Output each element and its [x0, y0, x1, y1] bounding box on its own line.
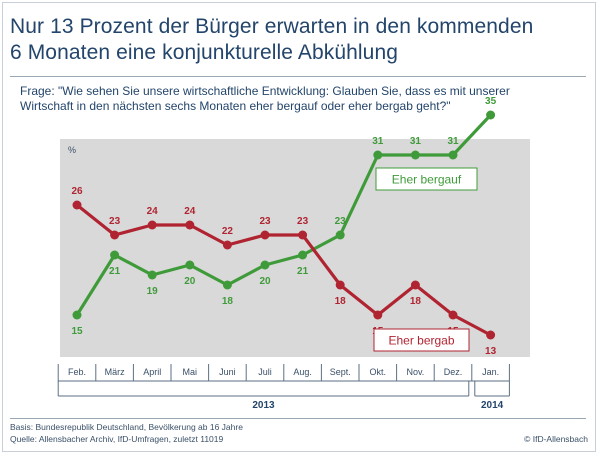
data-point-down	[335, 280, 345, 290]
question-line-2: Wirtschaft in den nächsten sechs Monaten…	[20, 99, 451, 113]
data-point-up	[147, 270, 157, 280]
footer-source: Quelle: Allensbacher Archiv, IfD-Umfrage…	[10, 434, 224, 444]
data-label-down: 24	[147, 206, 159, 217]
data-label-up: 31	[410, 136, 422, 147]
chart-frame	[2, 2, 596, 452]
legend-box-up	[375, 167, 478, 191]
x-tick-label: Feb.	[68, 367, 86, 377]
x-tick-label: Dez.	[444, 367, 463, 377]
series-line-down	[76, 203, 492, 337]
x-tick-label: Juli	[258, 367, 272, 377]
data-label-down: 23	[297, 216, 309, 227]
data-point-down	[147, 220, 157, 230]
x-tick-label: März	[105, 367, 125, 377]
title-divider	[10, 76, 586, 77]
x-tick-label: Aug.	[293, 367, 312, 377]
legend-box-down	[373, 328, 470, 352]
footer-divider	[10, 418, 586, 419]
data-point-up	[335, 230, 345, 240]
question-line-1: Frage: "Wie sehen Sie unsere wirtschaftl…	[20, 84, 510, 98]
x-tick-label: Sept.	[330, 367, 351, 377]
data-label-up: 21	[297, 266, 309, 277]
data-point-down	[72, 200, 82, 210]
data-point-up	[72, 310, 82, 320]
survey-question: Frage: "Wie sehen Sie unsere wirtschaftl…	[20, 84, 590, 114]
copyright: © IfD-Allensbach	[524, 434, 588, 444]
data-label-up: 19	[147, 286, 159, 297]
data-label-up: 31	[372, 136, 384, 147]
data-label-up: 21	[109, 266, 121, 277]
data-label-down: 24	[184, 206, 196, 217]
data-point-up	[185, 260, 195, 270]
x-tick-label: Jan.	[482, 367, 499, 377]
x-tick-label: Nov.	[406, 367, 424, 377]
unit-label: %	[68, 145, 76, 155]
data-point-down	[448, 310, 458, 320]
data-point-down	[298, 230, 308, 240]
data-label-up: 35	[485, 96, 497, 107]
data-label-up: 15	[71, 326, 83, 337]
data-point-up	[110, 250, 120, 260]
data-point-down	[410, 280, 420, 290]
year-label: 2013	[252, 400, 275, 411]
data-label-down: 13	[485, 346, 497, 357]
data-point-up	[260, 260, 270, 270]
data-label-down: 18	[410, 296, 422, 307]
chart-title: Nur 13 Prozent der Bürger erwarten in de…	[10, 14, 590, 66]
x-tick-label: Juni	[219, 367, 236, 377]
data-label-down: 18	[335, 296, 347, 307]
data-point-up	[448, 150, 458, 160]
data-point-up	[222, 280, 232, 290]
title-line-2: 6 Monaten eine konjunkturelle Abkühlung	[10, 41, 399, 64]
data-point-down	[260, 230, 270, 240]
x-tick-label: April	[143, 367, 161, 377]
data-point-up	[410, 150, 420, 160]
data-point-down	[185, 220, 195, 230]
data-label-down: 26	[71, 186, 83, 197]
data-point-down	[110, 230, 120, 240]
data-label-up: 31	[447, 136, 459, 147]
data-label-up: 23	[335, 216, 347, 227]
data-label-down: 23	[109, 216, 121, 227]
data-point-down	[486, 330, 496, 340]
data-point-down	[222, 240, 232, 250]
data-point-up	[486, 110, 496, 120]
data-point-down	[373, 310, 383, 320]
data-point-up	[373, 150, 383, 160]
data-point-up	[298, 250, 308, 260]
x-tick-label: Mai	[183, 367, 198, 377]
series-line-up	[75, 113, 492, 316]
data-label-up: 20	[259, 276, 271, 287]
legend-label-up: Eher bergauf	[392, 173, 462, 187]
data-label-up: 18	[222, 296, 234, 307]
legend-label-down: Eher bergab	[388, 334, 454, 348]
footer-basis: Basis: Bundesrepublik Deutschland, Bevöl…	[10, 422, 243, 432]
title-line-1: Nur 13 Prozent der Bürger erwarten in de…	[10, 15, 534, 38]
data-label-up: 20	[184, 276, 196, 287]
data-label-down: 23	[259, 216, 271, 227]
x-tick-label: Okt.	[370, 367, 387, 377]
year-label: 2014	[481, 400, 504, 411]
data-label-down: 22	[222, 226, 234, 237]
